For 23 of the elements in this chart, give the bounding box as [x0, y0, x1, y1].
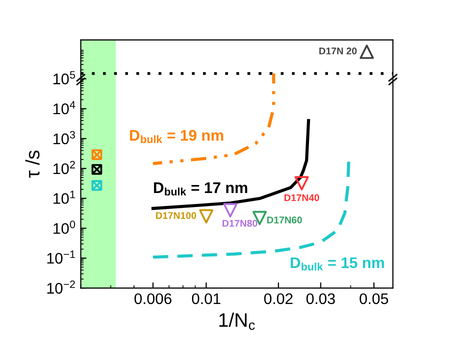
- y-tick-label: 10$^{2}$: [54, 160, 75, 174]
- y-tick-label: 10$^{−1}$: [47, 250, 75, 264]
- y-tick-label: 10$^{5}$: [54, 71, 76, 84]
- series-label: D17N100: [156, 212, 196, 219]
- x-tick-label: 0.02: [264, 293, 293, 304]
- x-axis-title: 1/N$_{c}$: [219, 312, 255, 330]
- y-tick-label: 10$^{−2}$: [47, 280, 75, 294]
- y-tick-label: 10$^{4}$: [54, 101, 76, 114]
- series-label: D17N 20: [319, 48, 357, 54]
- series-label: D17N80: [222, 220, 258, 227]
- y-tick-label: 10$^{0}$: [54, 220, 76, 234]
- series-label: D$_{bulk}$ = 17 nm: [154, 182, 248, 196]
- y-axis-title: τ /s: [25, 150, 40, 178]
- x-tick-label: 0.03: [306, 293, 335, 304]
- series-label: D$_{bulk}$ = 19 nm: [130, 130, 224, 144]
- series-label: D17N60: [267, 216, 302, 224]
- x-tick-label: 0.006: [134, 293, 172, 304]
- series-label: D$_{bulk}$ = 15 nm: [290, 257, 384, 270]
- x-tick-label: 0.05: [360, 293, 388, 304]
- y-tick-label: 10$^{3}$: [54, 130, 76, 144]
- x-tick-label: 0.01: [192, 293, 220, 304]
- y-tick-label: 10$^{1}$: [54, 190, 75, 204]
- series-label: D17N40: [284, 194, 320, 202]
